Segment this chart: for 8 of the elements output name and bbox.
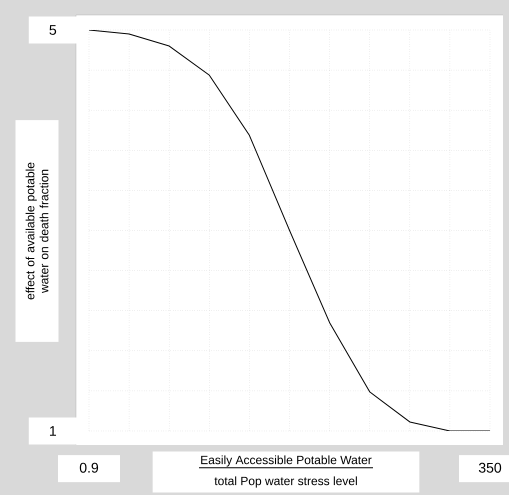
x-tick-label: 350 xyxy=(478,462,502,473)
y-tick-label: 1 xyxy=(50,426,56,436)
y-axis-title: effect of available potable water on death fraction xyxy=(26,162,48,300)
y-tick-label: 5 xyxy=(49,25,56,35)
x-axis-title: Easily Accessible Potable Water xyxy=(201,455,372,467)
x-tick-label: 0.9 xyxy=(80,462,98,473)
line-series xyxy=(89,30,490,431)
text: total Pop water stress level xyxy=(214,476,357,488)
